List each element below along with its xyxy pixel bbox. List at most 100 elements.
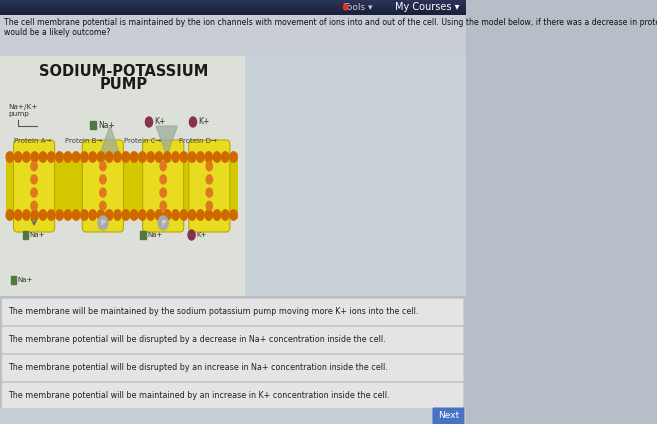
FancyBboxPatch shape	[6, 153, 238, 219]
Circle shape	[205, 152, 212, 162]
Circle shape	[106, 152, 113, 162]
Circle shape	[64, 210, 72, 220]
Text: Na+/K+: Na+/K+	[9, 104, 38, 110]
Circle shape	[14, 210, 22, 220]
Circle shape	[131, 152, 138, 162]
Circle shape	[160, 162, 166, 171]
Circle shape	[6, 152, 14, 162]
Circle shape	[97, 152, 104, 162]
FancyBboxPatch shape	[2, 382, 464, 410]
Text: The membrane potential will be disrupted by an increase in Na+ concentration ins: The membrane potential will be disrupted…	[9, 363, 388, 373]
FancyBboxPatch shape	[0, 56, 245, 296]
Text: pump: pump	[9, 111, 30, 117]
Circle shape	[23, 210, 30, 220]
FancyBboxPatch shape	[2, 326, 464, 354]
Circle shape	[206, 162, 212, 171]
Polygon shape	[23, 231, 28, 239]
FancyBboxPatch shape	[432, 407, 464, 424]
Text: The cell membrane potential is maintained by the ion channels with movement of i: The cell membrane potential is maintaine…	[4, 18, 657, 27]
Text: K+: K+	[196, 232, 207, 238]
Text: Na+: Na+	[30, 232, 45, 238]
Text: SODIUM-POTASSIUM: SODIUM-POTASSIUM	[39, 64, 209, 79]
Text: The membrane potential will be disrupted by a decrease in Na+ concentration insi: The membrane potential will be disrupted…	[9, 335, 386, 344]
Circle shape	[160, 175, 166, 184]
Circle shape	[31, 201, 37, 210]
Circle shape	[81, 210, 88, 220]
Circle shape	[14, 152, 22, 162]
Circle shape	[196, 210, 204, 220]
Text: The membrane potential will be maintained by an increase in K+ concentration ins: The membrane potential will be maintaine…	[9, 391, 390, 401]
FancyBboxPatch shape	[14, 140, 55, 232]
Text: Na+: Na+	[98, 120, 115, 129]
Circle shape	[6, 210, 14, 220]
FancyBboxPatch shape	[0, 56, 466, 296]
Circle shape	[100, 175, 106, 184]
Circle shape	[114, 210, 122, 220]
Circle shape	[97, 210, 104, 220]
Text: My Courses ▾: My Courses ▾	[396, 2, 460, 12]
Circle shape	[100, 188, 106, 197]
Circle shape	[122, 152, 129, 162]
Circle shape	[145, 117, 152, 127]
Circle shape	[160, 201, 166, 210]
FancyBboxPatch shape	[0, 6, 466, 8]
Circle shape	[205, 210, 212, 220]
Text: K+: K+	[198, 117, 210, 126]
Circle shape	[189, 117, 196, 127]
Circle shape	[81, 152, 88, 162]
Circle shape	[164, 210, 171, 220]
FancyBboxPatch shape	[143, 140, 184, 232]
FancyBboxPatch shape	[82, 140, 124, 232]
Text: The membrane will be maintained by the sodium potassium pump moving more K+ ions: The membrane will be maintained by the s…	[9, 307, 419, 316]
Text: Na+: Na+	[18, 277, 33, 283]
Text: Protein A→: Protein A→	[14, 138, 51, 144]
Circle shape	[188, 230, 195, 240]
Circle shape	[89, 210, 97, 220]
Circle shape	[31, 188, 37, 197]
Text: Next: Next	[438, 412, 459, 421]
FancyBboxPatch shape	[0, 0, 466, 2]
Text: Tools ▾: Tools ▾	[344, 3, 373, 11]
FancyBboxPatch shape	[0, 7, 466, 8]
FancyBboxPatch shape	[245, 56, 466, 296]
Circle shape	[72, 210, 79, 220]
Circle shape	[47, 210, 55, 220]
FancyBboxPatch shape	[0, 9, 466, 11]
Circle shape	[158, 216, 168, 230]
Circle shape	[31, 162, 37, 171]
Circle shape	[31, 210, 38, 220]
FancyBboxPatch shape	[0, 5, 466, 6]
Circle shape	[89, 152, 97, 162]
Polygon shape	[90, 121, 96, 129]
Circle shape	[72, 152, 79, 162]
Circle shape	[147, 210, 154, 220]
FancyBboxPatch shape	[2, 298, 464, 326]
Circle shape	[164, 152, 171, 162]
Polygon shape	[11, 276, 16, 284]
Circle shape	[214, 210, 221, 220]
Circle shape	[206, 201, 212, 210]
Circle shape	[230, 152, 237, 162]
Circle shape	[131, 210, 138, 220]
Circle shape	[98, 216, 108, 230]
Circle shape	[230, 210, 237, 220]
Text: K+: K+	[154, 117, 166, 126]
FancyBboxPatch shape	[0, 14, 466, 56]
Circle shape	[180, 210, 187, 220]
Text: PUMP: PUMP	[100, 77, 148, 92]
Circle shape	[23, 152, 30, 162]
Text: P: P	[101, 220, 105, 226]
Circle shape	[64, 152, 72, 162]
Circle shape	[155, 210, 163, 220]
FancyBboxPatch shape	[0, 3, 466, 4]
Circle shape	[155, 152, 163, 162]
FancyBboxPatch shape	[0, 3, 466, 5]
Circle shape	[31, 175, 37, 184]
Circle shape	[172, 210, 179, 220]
Text: would be a likely outcome?: would be a likely outcome?	[4, 28, 110, 37]
FancyBboxPatch shape	[0, 12, 466, 13]
Circle shape	[100, 201, 106, 210]
Circle shape	[122, 210, 129, 220]
Circle shape	[221, 152, 229, 162]
Circle shape	[206, 188, 212, 197]
